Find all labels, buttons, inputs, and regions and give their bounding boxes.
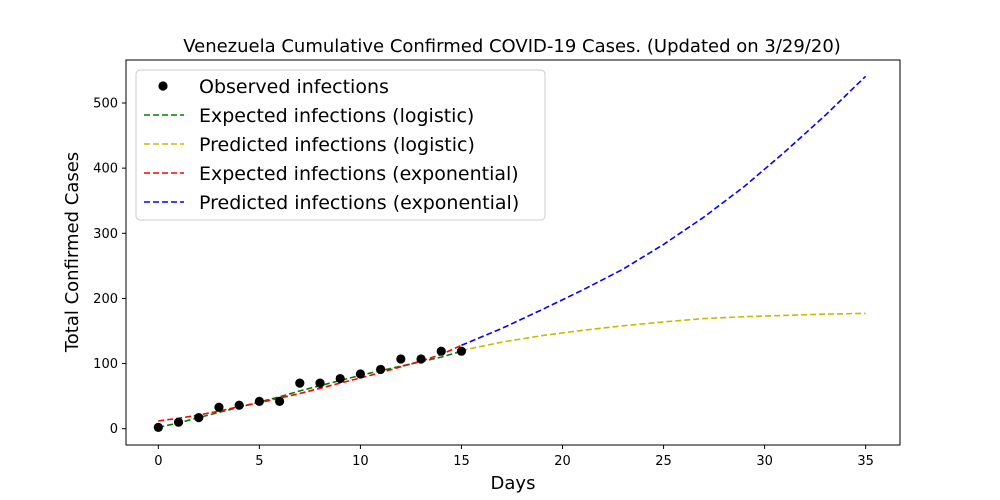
legend-label: Predicted infections (exponential) (199, 192, 519, 214)
legend-label: Expected infections (logistic) (199, 105, 474, 127)
axes: 0 5 10 15 20 25 30 35 0 100 200 300 400 500 (93, 96, 874, 469)
observed-point (456, 346, 467, 356)
x-tick-label: 30 (756, 454, 773, 469)
legend: Observed infections Expected infections (… (135, 69, 546, 221)
observed-point (416, 354, 426, 364)
x-tick-label: 0 (154, 454, 162, 469)
logistic-predicted-line (461, 312, 866, 352)
observed-point (153, 422, 163, 433)
observed-point (234, 400, 244, 410)
observed-point (274, 396, 285, 406)
exponential-predicted-line (461, 75, 867, 347)
x-tick-label: 5 (255, 454, 263, 469)
legend-label: Predicted infections (logistic) (199, 134, 475, 156)
observed-point (214, 402, 224, 412)
y-tick-label: 200 (93, 292, 118, 307)
y-tick-label: 100 (93, 357, 118, 372)
y-tick-label: 500 (93, 96, 118, 111)
y-tick-label: 400 (93, 162, 118, 177)
legend-box (135, 69, 546, 221)
chart-title: Venezuela Cumulative Confirmed COVID-19 … (183, 36, 841, 57)
observed-point (355, 369, 366, 379)
observed-point (376, 364, 386, 375)
observed-point (335, 373, 345, 384)
logistic-expected-line (158, 350, 462, 429)
x-axis-title: Days (491, 473, 536, 494)
y-axis-title: Total Confirmed Cases (62, 152, 83, 353)
exponential-expected-line (158, 344, 462, 422)
x-tick-label: 15 (453, 454, 470, 469)
observed-point (173, 417, 184, 427)
observed-point (254, 396, 264, 406)
axes-frame (125, 59, 901, 446)
x-tick-label: 35 (857, 454, 874, 469)
x-tick-label: 10 (352, 454, 369, 469)
y-tick-label: 0 (110, 422, 118, 437)
observed-point (436, 346, 446, 356)
observed-point (194, 413, 204, 423)
legend-label: Observed infections (199, 76, 389, 98)
plot-area (153, 75, 867, 433)
legend-label: Expected infections (exponential) (199, 163, 519, 185)
legend-marker-observed (158, 81, 168, 91)
y-tick-label: 300 (93, 227, 118, 242)
observed-point (396, 354, 406, 364)
observed-point (295, 378, 305, 388)
observed-point (315, 378, 325, 388)
x-tick-label: 25 (655, 454, 672, 469)
x-tick-label: 20 (554, 454, 571, 469)
